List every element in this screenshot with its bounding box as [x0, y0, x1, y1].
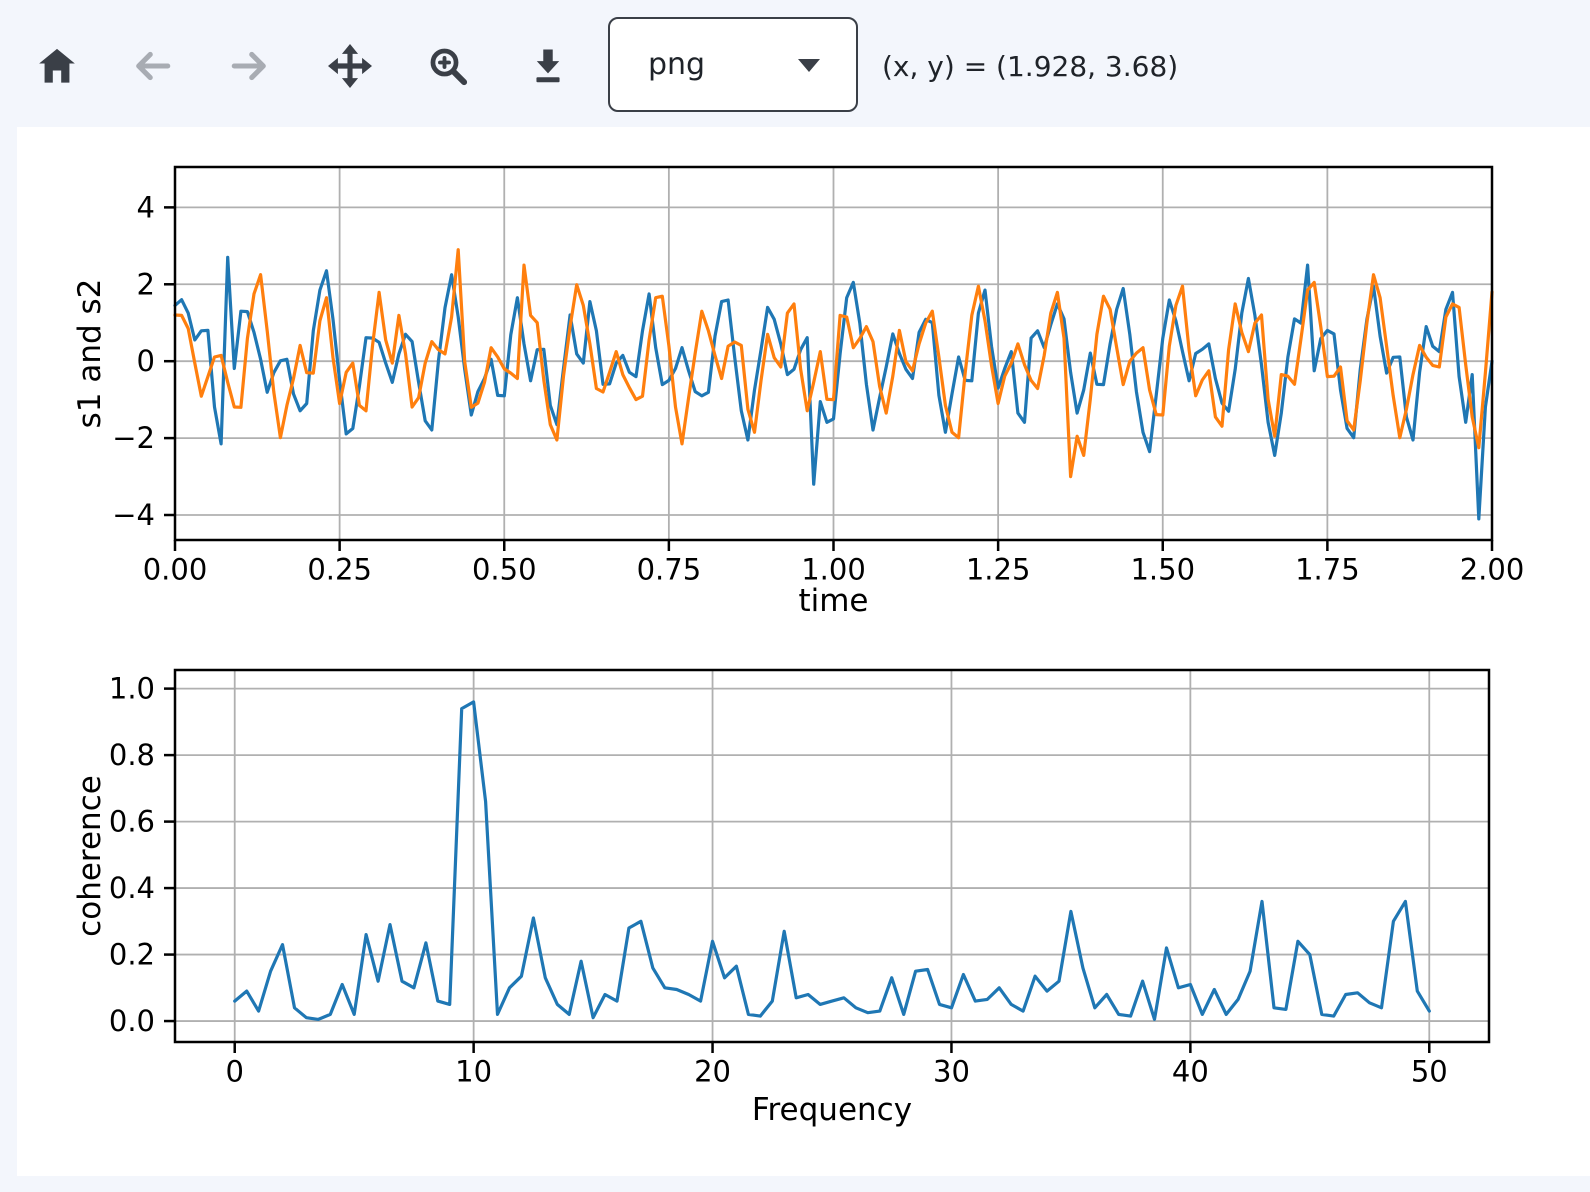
x-tick-label: 1.75 — [1295, 553, 1360, 587]
home-button[interactable] — [28, 37, 86, 95]
download-button[interactable] — [519, 37, 577, 95]
x-axis-label: Frequency — [752, 1092, 912, 1128]
y-tick-label: 0.8 — [109, 738, 155, 772]
time-series-plot[interactable]: 0.00 0.25 0.50 0.75 1.00 1.25 1.50 1.75 2.00−4−2… — [17, 127, 1590, 1176]
series-s1-line — [173, 255, 1494, 521]
cursor-coordinate-readout: (x, y) = (1.928, 3.68) — [882, 50, 1179, 83]
format-dropdown[interactable]: png — [608, 17, 858, 112]
x-tick-label: 20 — [694, 1055, 731, 1089]
x-tick-label: 1.50 — [1130, 553, 1195, 587]
x-tick-label: 0.25 — [307, 553, 372, 587]
y-tick-label: 1.0 — [109, 672, 155, 706]
x-tick-label: 0.75 — [637, 553, 702, 587]
y-tick-label: 0 — [137, 344, 155, 378]
arrow-right-icon — [231, 51, 266, 81]
y-tick-label: 0.6 — [109, 805, 155, 839]
download-icon — [536, 49, 560, 83]
forward-button[interactable] — [221, 37, 279, 95]
y-tick-label: 2 — [137, 267, 155, 301]
y-tick-label: 0.2 — [109, 938, 155, 972]
y-tick-label: 0.0 — [109, 1004, 155, 1038]
x-axis-label: time — [798, 583, 868, 619]
home-icon — [39, 48, 75, 83]
series-coherence-line — [233, 700, 1431, 1022]
chevron-down-icon — [798, 58, 820, 72]
y-tick-label: −2 — [112, 421, 155, 455]
back-button[interactable] — [123, 37, 181, 95]
y-tick-label: 0.4 — [109, 871, 155, 905]
y-tick-label: 4 — [137, 190, 155, 224]
x-tick-label: 0.00 — [143, 553, 208, 587]
x-tick-label: 0.50 — [472, 553, 537, 587]
y-tick-label: −4 — [112, 498, 155, 532]
x-tick-label: 30 — [933, 1055, 970, 1089]
move-icon — [328, 44, 372, 88]
x-tick-label: 0 — [226, 1055, 244, 1089]
x-tick-label: 10 — [455, 1055, 492, 1089]
x-tick-label: 50 — [1411, 1055, 1448, 1089]
pan-button[interactable] — [321, 37, 379, 95]
arrow-left-icon — [136, 51, 171, 81]
navigation-toolbar: png (x, y) = (1.928, 3.68) — [0, 0, 1590, 127]
x-tick-label: 2.00 — [1460, 553, 1525, 587]
figure-canvas[interactable]: 0.00 0.25 0.50 0.75 1.00 1.25 1.50 1.75 2.00 −4 −2… — [17, 127, 1590, 1176]
x-tick-label: 1.25 — [966, 553, 1031, 587]
format-dropdown-value: png — [648, 47, 706, 82]
y-axis-label: coherence — [72, 775, 108, 937]
coherence-plot[interactable]: 0 10 20 30 40 500.00.20.40.60.81.0Frequencyco… — [17, 127, 1590, 1176]
zoom-button[interactable] — [419, 37, 477, 95]
zoom-in-icon — [430, 48, 468, 86]
series-s2-line — [173, 248, 1494, 479]
x-tick-label: 40 — [1172, 1055, 1209, 1089]
axes-spines — [173, 668, 1491, 1044]
y-axis-label: s1 and s2 — [72, 279, 108, 429]
x-tick-label: 1.00 — [801, 553, 866, 587]
